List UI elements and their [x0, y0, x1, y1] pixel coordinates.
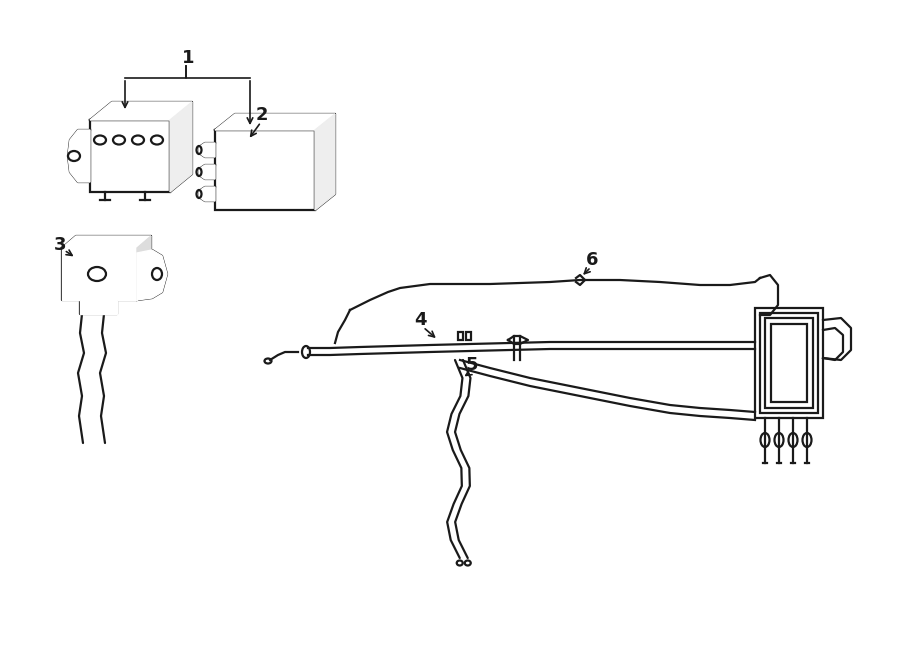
Text: 1: 1 — [182, 49, 194, 67]
Polygon shape — [68, 130, 90, 182]
Polygon shape — [199, 187, 215, 201]
Bar — [458, 332, 463, 340]
Text: 6: 6 — [586, 251, 598, 269]
Polygon shape — [90, 102, 192, 120]
Polygon shape — [62, 248, 137, 314]
Polygon shape — [315, 114, 335, 210]
Text: 3: 3 — [54, 236, 67, 254]
Polygon shape — [137, 250, 167, 300]
Bar — [755, 308, 823, 418]
Bar — [90, 120, 170, 192]
Bar — [466, 332, 471, 340]
Text: 2: 2 — [256, 106, 268, 124]
Polygon shape — [170, 102, 192, 192]
Text: 5: 5 — [466, 356, 478, 374]
Text: 4: 4 — [414, 311, 427, 329]
Polygon shape — [199, 165, 215, 179]
Polygon shape — [62, 236, 151, 248]
Bar — [765, 318, 813, 408]
Bar — [215, 130, 315, 210]
Polygon shape — [137, 236, 151, 300]
Bar — [771, 324, 807, 402]
Polygon shape — [215, 114, 335, 130]
Polygon shape — [199, 143, 215, 157]
Bar — [760, 313, 818, 413]
